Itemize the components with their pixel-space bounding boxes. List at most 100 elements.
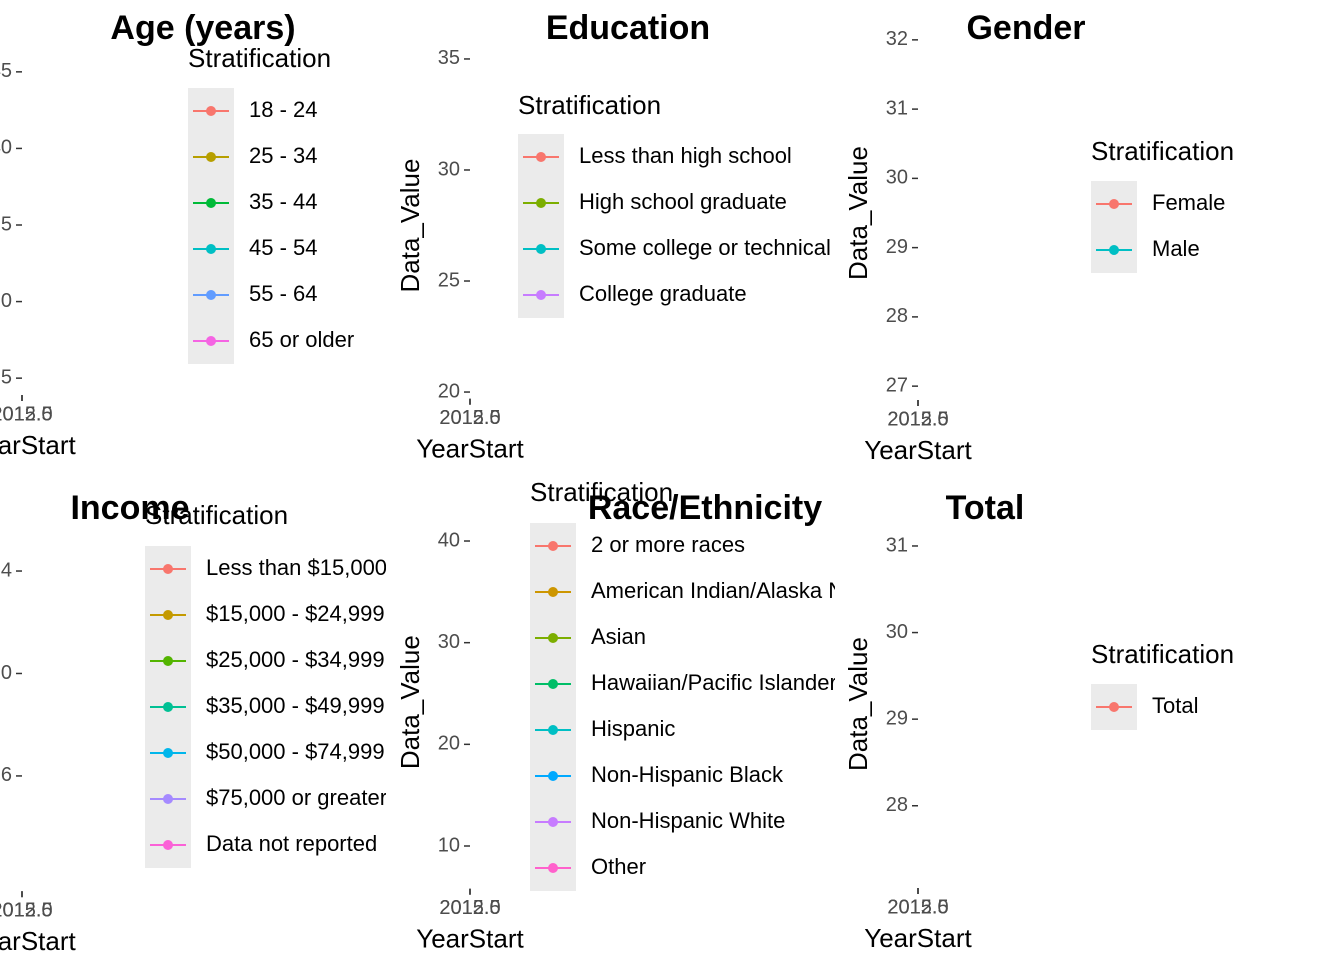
legend: Stratification 18 - 24 25 - 34 35 - 44 45 - … <box>188 43 354 364</box>
y-tick-label: 31 <box>886 534 908 556</box>
x-tick-label: 2012.5 <box>439 897 500 919</box>
legend-point <box>548 587 558 597</box>
legend-label: 18 - 24 <box>249 97 318 122</box>
legend-point <box>163 840 173 850</box>
panel-title: Race/Ethnicity <box>588 489 822 527</box>
x-axis-title: YearStart <box>864 923 972 953</box>
legend-point <box>536 244 546 254</box>
y-tick-label: 24 <box>0 559 12 581</box>
legend-label: Male <box>1152 236 1200 261</box>
y-tick-label: 30 <box>0 290 12 312</box>
y-tick-label: 28 <box>886 794 908 816</box>
x-tick-label: 2012.5 <box>439 407 500 429</box>
legend-point <box>536 290 546 300</box>
panel-title: Income <box>70 489 189 527</box>
x-axis-title: YearStart <box>864 435 972 465</box>
legend-point <box>206 198 216 208</box>
x-tick-label: 2012.5 <box>887 896 948 918</box>
y-tick-label: 25 <box>438 269 460 291</box>
legend: Stratification Total <box>1091 639 1234 730</box>
legend-point <box>163 702 173 712</box>
legend-label: Some college or technical school <box>579 235 901 260</box>
legend-label: College graduate <box>579 281 747 306</box>
legend-point <box>206 336 216 346</box>
legend-key-background <box>1091 181 1137 273</box>
legend: Stratification 2 or more races American In… <box>530 477 891 891</box>
x-tick-label: 2015.0 <box>439 897 500 919</box>
x-tick-label: 2015.0 <box>439 407 500 429</box>
y-tick-label: 40 <box>0 137 12 159</box>
legend-point <box>163 748 173 758</box>
legend-label: Non-Hispanic Black <box>591 762 784 787</box>
legend-label: 65 or older <box>249 327 354 352</box>
legend-point <box>1109 702 1119 712</box>
legend-label: American Indian/Alaska Native <box>591 578 891 603</box>
x-tick-label: 2012.5 <box>0 899 53 921</box>
legend: Stratification Less than high school High … <box>518 90 901 318</box>
legend-label: Total <box>1152 693 1198 718</box>
legend-label: Female <box>1152 190 1225 215</box>
legend-title: Stratification <box>188 43 331 73</box>
y-tick-label: 30 <box>886 167 908 189</box>
legend-label: $25,000 - $34,999 <box>206 647 385 672</box>
x-tick-label: 2015.0 <box>887 408 948 430</box>
x-axis-title: YearStart <box>0 926 76 956</box>
y-tick-label: 31 <box>886 97 908 119</box>
x-axis-title: YearStart <box>416 924 524 954</box>
x-axis-title: YearStart <box>0 430 76 460</box>
panel-title: Gender <box>966 9 1085 47</box>
legend-title: Stratification <box>518 90 661 120</box>
y-tick-label: 27 <box>886 374 908 396</box>
y-tick-label: 16 <box>0 764 12 786</box>
legend-point <box>548 725 558 735</box>
y-tick-label: 29 <box>886 236 908 258</box>
legend-label: Non-Hispanic White <box>591 808 785 833</box>
legend-point <box>163 564 173 574</box>
legend: Stratification Female Male <box>1091 136 1234 273</box>
legend-point <box>536 198 546 208</box>
y-axis-title: Data_Value <box>843 637 873 771</box>
x-tick-label: 2015.0 <box>887 896 948 918</box>
legend-point <box>548 863 558 873</box>
legend-point <box>163 610 173 620</box>
legend-point <box>548 679 558 689</box>
legend-key-background <box>188 88 234 364</box>
y-tick-label: 32 <box>886 28 908 50</box>
legend-point <box>1109 245 1119 255</box>
legend-label: 35 - 44 <box>249 189 318 214</box>
legend-title: Stratification <box>1091 136 1234 166</box>
legend-label: $75,000 or greater <box>206 785 387 810</box>
y-tick-label: 10 <box>438 834 460 856</box>
legend-label: 45 - 54 <box>249 235 318 260</box>
legend-point <box>206 106 216 116</box>
legend-label: Asian <box>591 624 646 649</box>
legend-point <box>206 152 216 162</box>
legend-point <box>548 817 558 827</box>
legend-point <box>163 794 173 804</box>
y-tick-label: 35 <box>0 213 12 235</box>
legend-point <box>548 633 558 643</box>
legend-label: 2 or more races <box>591 532 745 557</box>
legend-key-background <box>530 523 576 891</box>
legend-key-background <box>518 134 564 318</box>
legend-point <box>206 244 216 254</box>
x-axis-title: YearStart <box>416 434 524 464</box>
x-tick-label: 2012.5 <box>887 408 948 430</box>
legend-title: Stratification <box>530 477 673 507</box>
legend-point <box>1109 199 1119 209</box>
legend-label: Data not reported <box>206 831 377 856</box>
legend-label: Less than $15,000 <box>206 555 387 580</box>
legend-point <box>548 541 558 551</box>
y-tick-label: 30 <box>886 621 908 643</box>
legend-point <box>548 771 558 781</box>
legend-label: High school graduate <box>579 189 787 214</box>
y-tick-label: 28 <box>886 305 908 327</box>
legend-title: Stratification <box>1091 639 1234 669</box>
legend-title: Stratification <box>145 500 288 530</box>
